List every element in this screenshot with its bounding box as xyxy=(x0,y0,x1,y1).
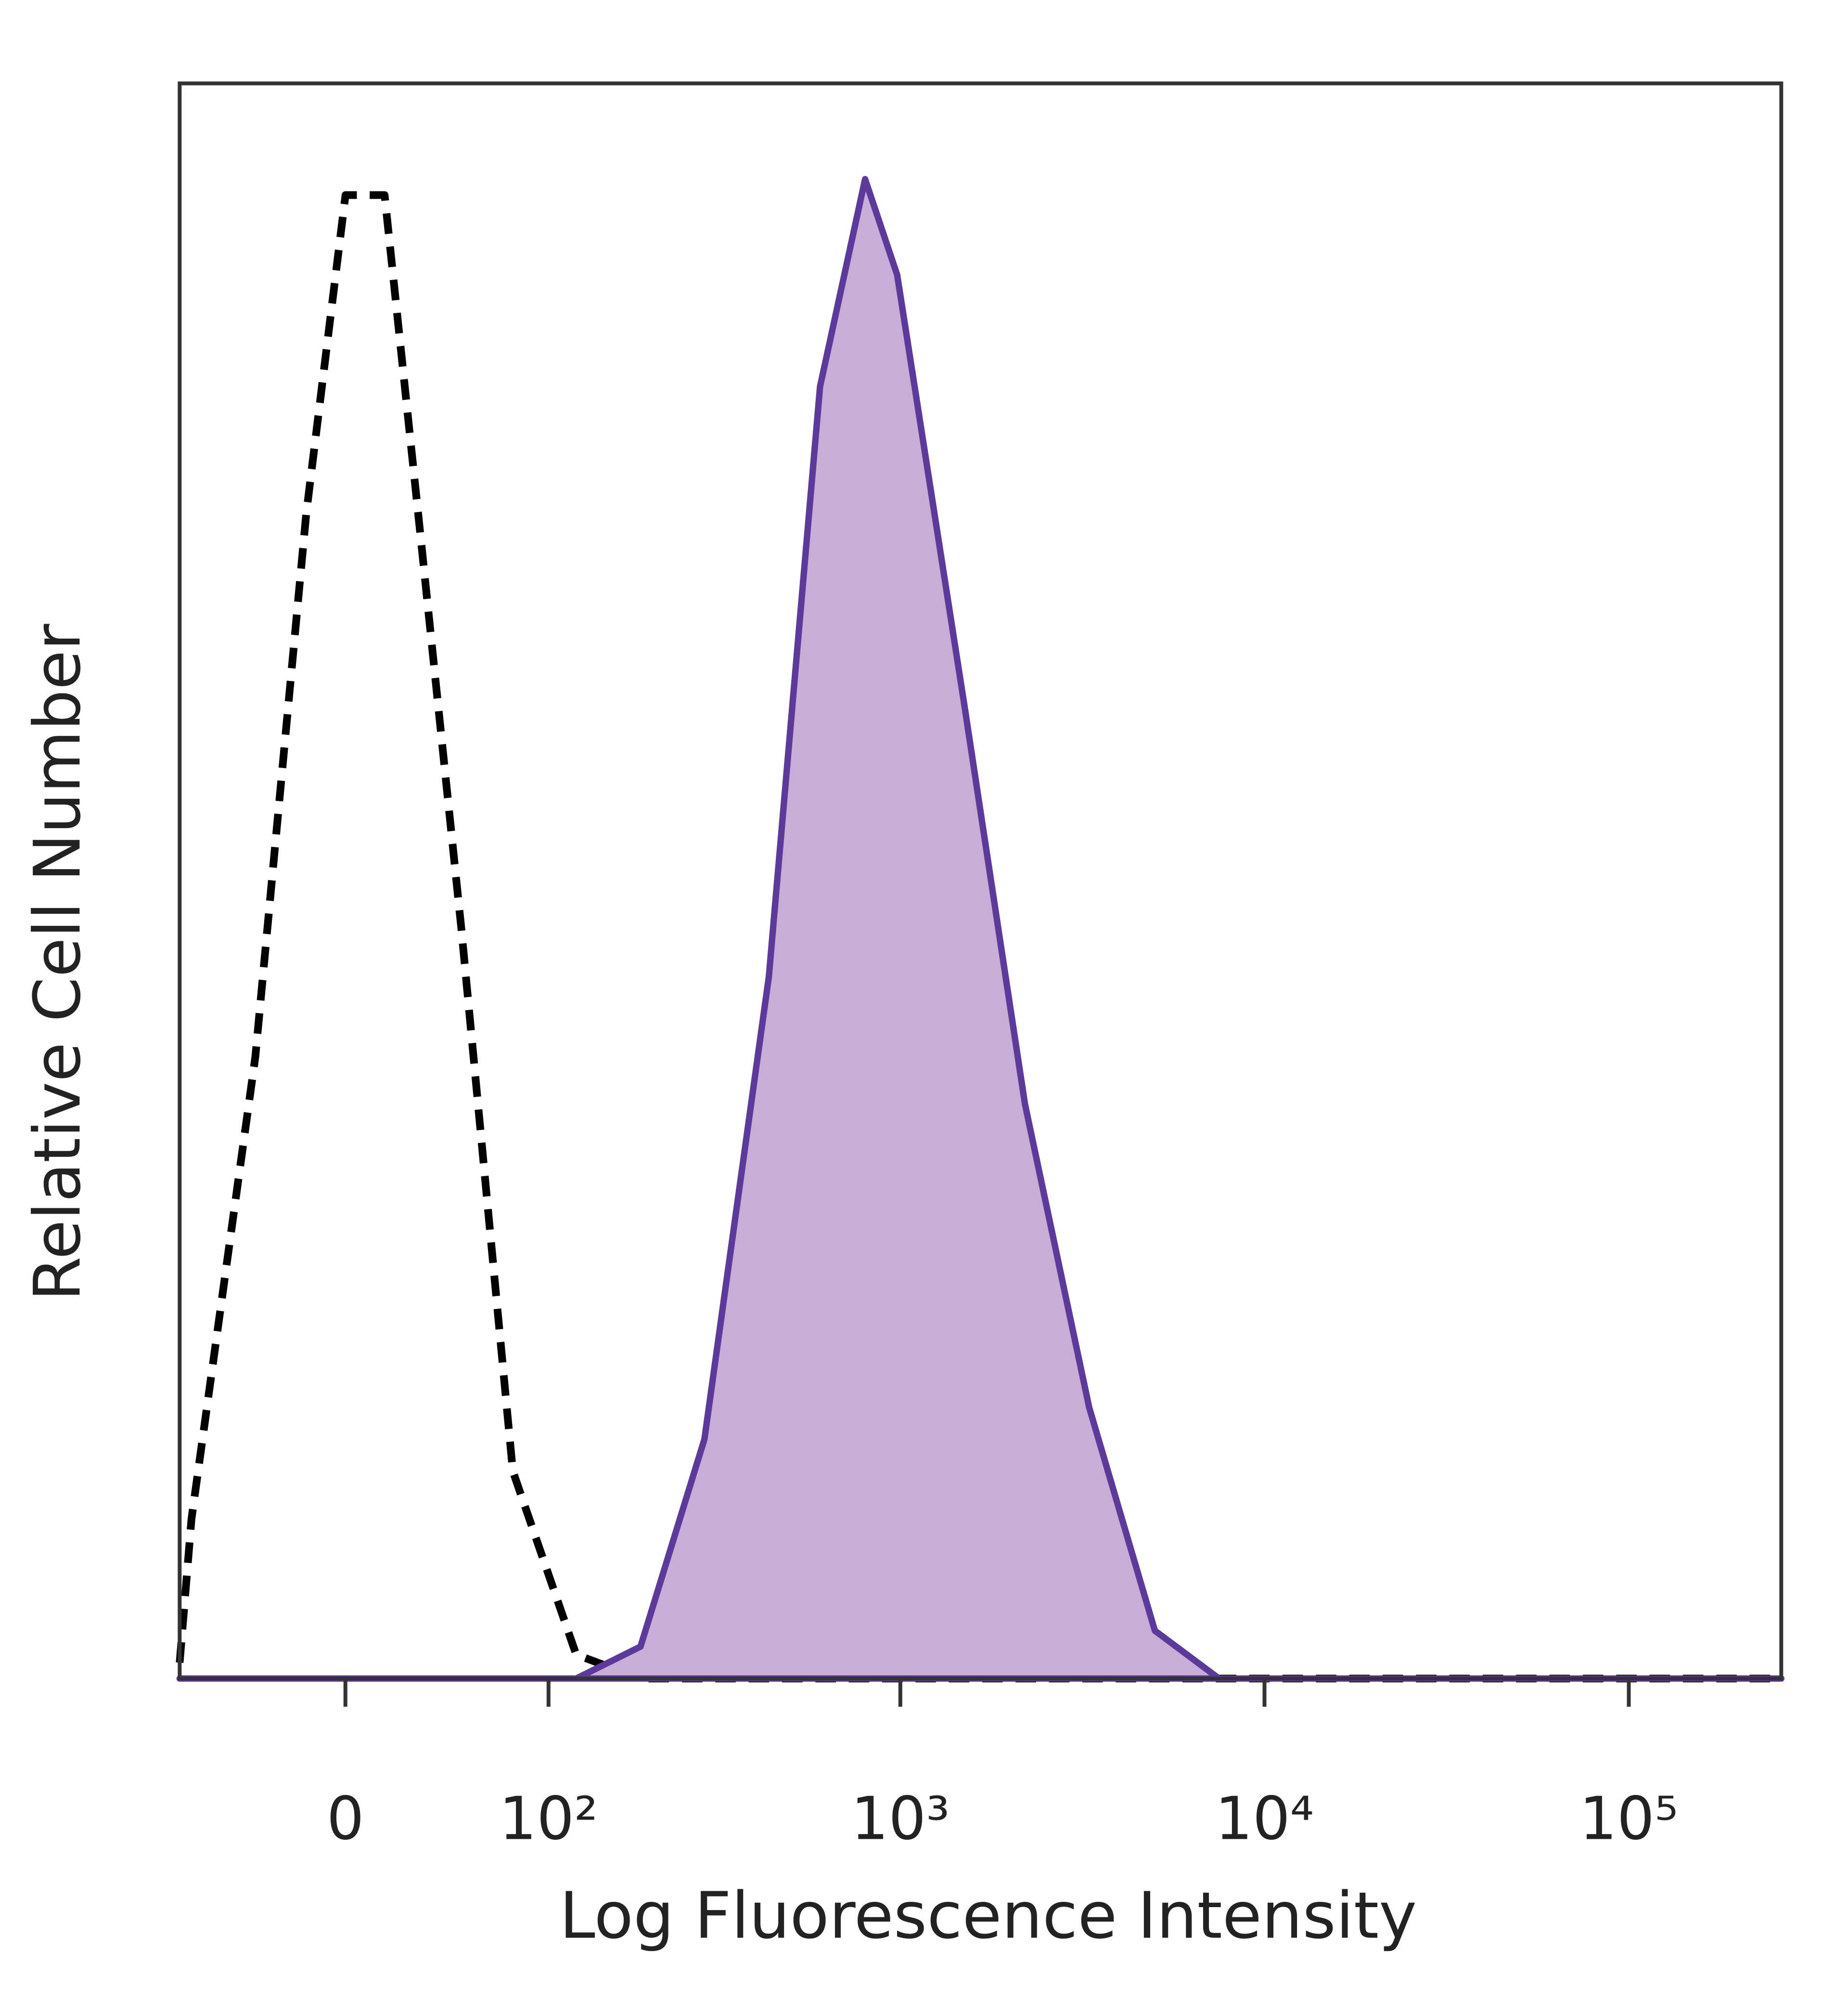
x-tick-label: 10⁴ xyxy=(1215,1784,1314,1853)
x-tick-label: 10³ xyxy=(851,1784,950,1853)
x-tick-label: 10⁵ xyxy=(1579,1784,1678,1853)
histogram-line xyxy=(176,176,1784,1682)
y-axis-title: Relative Cell Number xyxy=(20,624,95,1301)
x-axis-title: Log Fluorescence Intensity xyxy=(560,1879,1417,1953)
x-tick-label: 0 xyxy=(327,1784,364,1853)
plot-frame xyxy=(178,81,1784,1680)
x-tick-label: 10² xyxy=(499,1784,598,1853)
